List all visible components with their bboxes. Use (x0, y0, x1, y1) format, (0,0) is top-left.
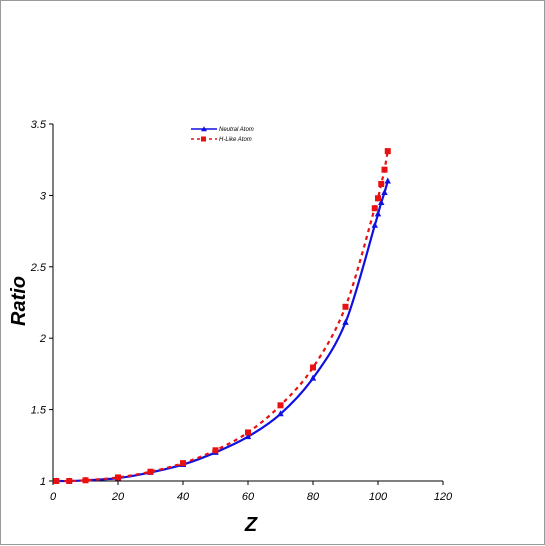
data-point-h-like-atom (277, 402, 284, 409)
y-tick-label: 1 (40, 476, 46, 488)
legend-label-hlike: H-Like Atom (219, 137, 252, 143)
data-point-neutral-atom (381, 188, 388, 195)
x-tick-label: 0 (50, 491, 57, 503)
x-tick-label: 60 (242, 491, 255, 503)
legend-label-neutral: Neutral Atom (219, 127, 254, 133)
data-point-h-like-atom (371, 205, 378, 212)
x-tick-label: 100 (369, 491, 388, 503)
data-point-neutral-atom (374, 210, 382, 217)
y-tick-label: 3 (40, 190, 47, 202)
series-layer (53, 148, 391, 484)
x-tick-label: 40 (177, 491, 190, 503)
data-point-neutral-atom (342, 318, 349, 325)
x-ticks: 0 20 40 60 80 100 120 (50, 481, 453, 503)
y-tick-label: 3.5 (31, 119, 47, 131)
data-point-h-like-atom (381, 166, 388, 173)
series-line-h-like-atom (56, 150, 389, 483)
y-ticks: 1 1.5 2 2.5 3 3.5 (30, 119, 53, 488)
y-tick-label: 2.5 (30, 262, 47, 274)
data-point-neutral-atom (277, 410, 284, 417)
series-h-like-atom (53, 148, 391, 484)
data-point-neutral-atom (244, 433, 252, 440)
series-line-neutral-atom (56, 180, 389, 483)
data-point-neutral-atom (384, 177, 391, 184)
data-point-h-like-atom (115, 474, 121, 481)
data-point-neutral-atom (309, 374, 317, 381)
x-axis-title: Z (244, 514, 258, 536)
data-point-neutral-atom (371, 221, 378, 228)
x-tick-label: 20 (111, 491, 125, 503)
data-point-neutral-atom (378, 198, 385, 205)
axes (52, 124, 443, 482)
y-axis-title: Ratio (8, 276, 30, 326)
data-point-h-like-atom (66, 478, 73, 484)
legend: Neutral Atom H-Like Atom (187, 123, 259, 145)
data-point-h-like-atom (342, 303, 349, 310)
legend-marker-neutral (201, 126, 207, 132)
data-point-h-like-atom (378, 180, 385, 187)
x-tick-label: 120 (434, 491, 453, 503)
legend-marker-hlike (201, 136, 206, 142)
data-point-h-like-atom (147, 468, 154, 475)
data-point-h-like-atom (53, 478, 60, 484)
x-tick-label: 80 (307, 491, 320, 503)
y-tick-label: 1.5 (31, 405, 47, 417)
data-point-h-like-atom (180, 460, 186, 467)
data-point-h-like-atom (245, 429, 251, 436)
data-point-h-like-atom (212, 447, 219, 454)
data-point-h-like-atom (82, 477, 89, 484)
data-point-h-like-atom (310, 364, 316, 371)
series-neutral-atom (53, 177, 391, 484)
data-point-h-like-atom (384, 148, 391, 155)
y-tick-label: 2 (39, 333, 46, 345)
data-point-h-like-atom (375, 195, 381, 202)
